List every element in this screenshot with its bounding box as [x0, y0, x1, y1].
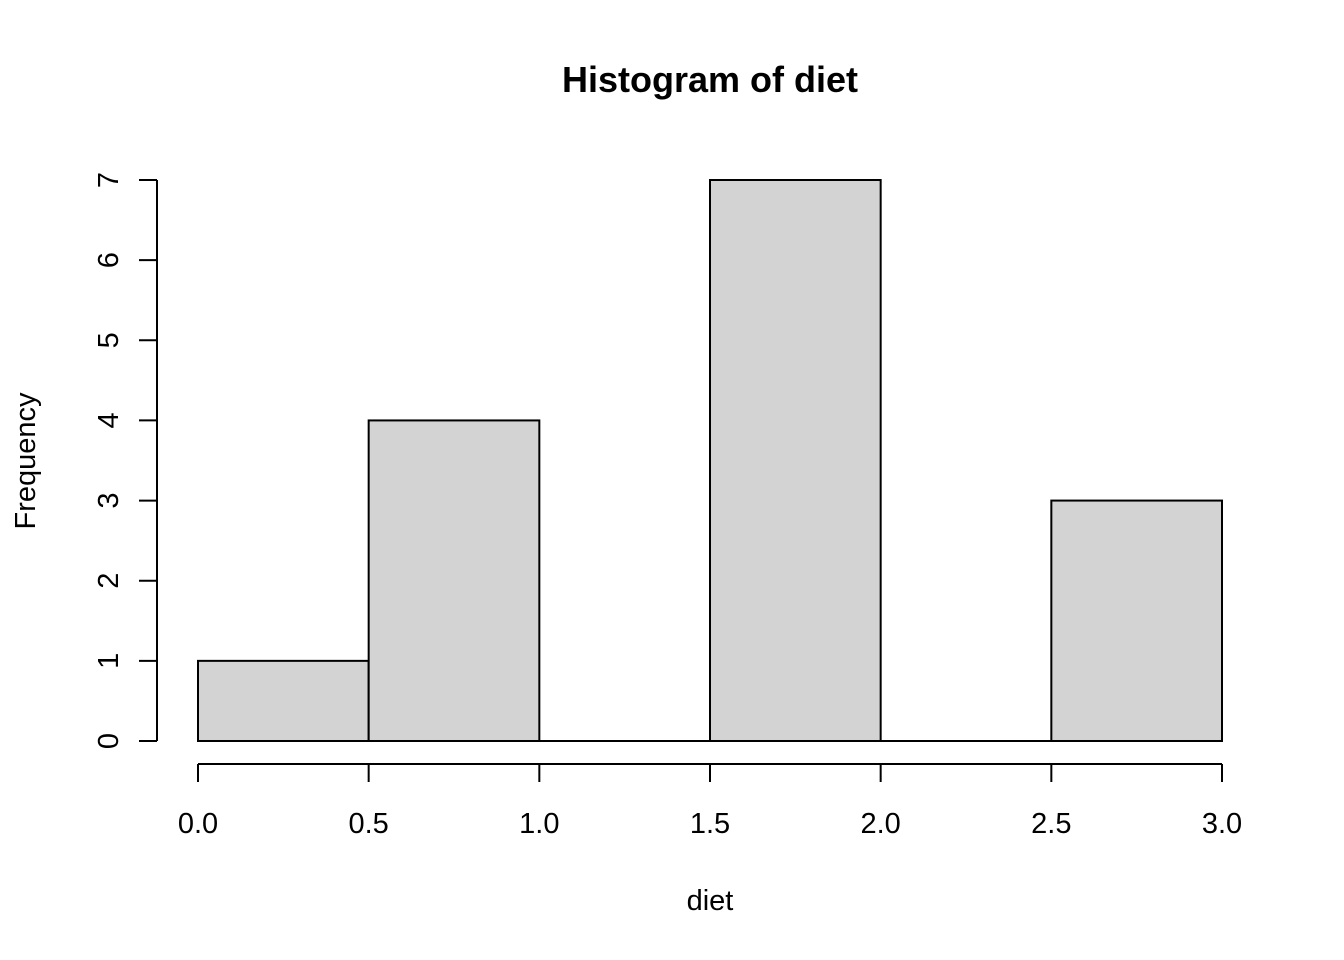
y-tick-label: 0 [93, 733, 125, 749]
x-tick-label: 1.5 [690, 808, 730, 840]
x-axis: 0.0 0.5 1.0 1.5 2.0 2.5 3.0 [178, 763, 1242, 840]
x-tick-label: 0.0 [178, 808, 218, 840]
histogram-bar-1 [367, 419, 541, 742]
histogram-bar-5 [1050, 499, 1224, 743]
x-axis-label: diet [687, 885, 734, 917]
histogram-bar-0 [197, 659, 370, 742]
y-tick-label: 6 [93, 252, 125, 268]
y-axis-label: Frequency [10, 392, 42, 530]
bars-group [197, 179, 1224, 743]
y-tick-label: 4 [93, 412, 125, 428]
y-tick-label: 2 [93, 573, 125, 589]
y-tick-label: 7 [93, 172, 125, 188]
y-axis: 0 1 2 3 4 5 6 7 [93, 172, 158, 749]
y-tick-label: 3 [93, 493, 125, 509]
x-tick-label: 1.0 [519, 808, 559, 840]
y-tick-label: 5 [93, 332, 125, 348]
x-tick-label: 2.0 [861, 808, 901, 840]
x-tick-label: 2.5 [1031, 808, 1071, 840]
x-tick-label: 3.0 [1202, 808, 1242, 840]
histogram-bar-3 [709, 179, 882, 742]
chart-title: Histogram of diet [562, 59, 858, 100]
y-tick-label: 1 [93, 653, 125, 669]
x-tick-label: 0.5 [349, 808, 389, 840]
